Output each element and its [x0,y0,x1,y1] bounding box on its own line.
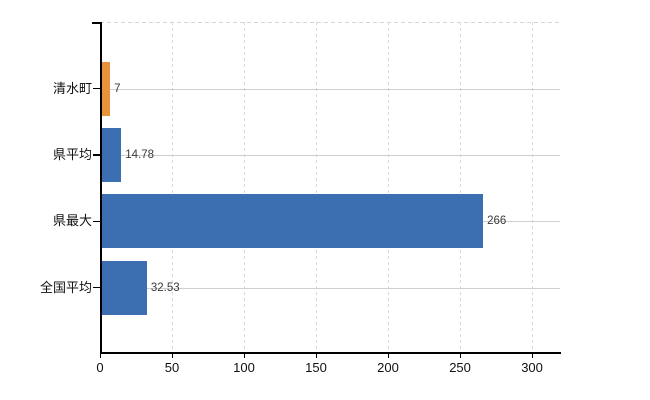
gridline-vertical [460,22,462,352]
gridline-vertical [172,22,173,352]
y-axis-tick [93,220,100,223]
y-axis-tick [93,286,100,289]
x-axis-tick [243,353,246,358]
gridline-vertical [316,22,318,352]
bar-1 [100,61,111,116]
gridline-horizontal [100,88,560,90]
x-axis-tick [99,353,101,358]
x-axis-tick-label: 300 [521,360,543,375]
x-axis-line [100,352,561,354]
y-axis-category-label: 県平均 [52,146,92,162]
x-axis-tick-label: 50 [164,360,180,375]
gridline-vertical [244,22,246,352]
y-axis-category-label: 清水町 [52,80,92,96]
bar-value-label: 7 [114,82,121,95]
bar-value-label: 266 [487,215,507,228]
x-axis-tick-label: 250 [449,360,471,375]
y-axis-tick [93,154,100,156]
y-axis-line [100,22,102,352]
bar-4 [100,260,147,315]
x-axis-tick-label: 100 [233,360,255,375]
y-axis-category-label: 全国平均 [39,279,92,295]
y-axis-end-tick [92,22,100,24]
bar-value-label: 32.53 [150,281,180,294]
gridline-horizontal [100,154,560,156]
y-axis-tick [93,87,100,90]
x-axis-tick [459,353,462,358]
plot-top-border [100,22,560,23]
x-axis-tick [171,353,173,358]
bar-2 [100,127,122,182]
gridline-vertical [532,22,534,352]
x-axis-tick-label: 200 [377,360,399,375]
bar-value-label: 14.78 [125,148,155,161]
bar-3 [100,194,484,249]
x-axis-tick [531,353,534,358]
gridline-horizontal [100,287,560,289]
x-axis-tick-label: 150 [305,360,327,375]
x-axis-tick [315,353,318,358]
y-axis-category-label: 県最大 [52,213,92,229]
x-axis-tick-label: 0 [96,360,104,375]
gridline-vertical [388,22,390,352]
x-axis-tick [387,353,390,358]
plot-area: 7 14.78 266 32.53 [100,22,560,352]
